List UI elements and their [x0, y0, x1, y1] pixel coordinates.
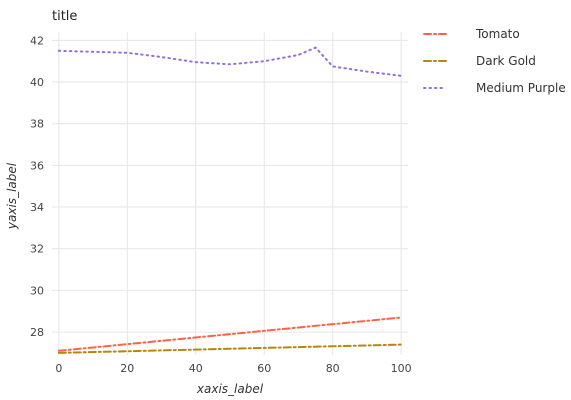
x-tick-label: 20 — [120, 362, 134, 375]
x-tick-label: 60 — [257, 362, 271, 375]
y-tick-label: 40 — [30, 76, 44, 89]
x-tick-labels: 0 20 40 60 80 100 — [55, 362, 411, 375]
y-tick-label: 30 — [30, 284, 44, 297]
y-axis-title: yaxis_label — [5, 162, 19, 230]
y-tick-label: 38 — [30, 118, 44, 131]
grid-lines — [52, 32, 408, 355]
x-tick-label: 100 — [391, 362, 412, 375]
legend: Tomato Dark Gold Medium Purple — [423, 27, 566, 95]
y-tick-labels: 28 30 32 34 36 38 40 42 — [30, 34, 44, 339]
y-tick-label: 36 — [30, 159, 44, 172]
series-line-dark-gold — [57, 343, 403, 354]
x-tick-label: 80 — [326, 362, 340, 375]
series-layer — [57, 46, 403, 354]
x-tick-label: 40 — [189, 362, 203, 375]
x-tick-label: 0 — [55, 362, 62, 375]
chart-title: title — [52, 9, 77, 24]
legend-label: Dark Gold — [476, 54, 536, 68]
series-line-tomato — [57, 316, 403, 352]
y-tick-label: 42 — [30, 34, 44, 47]
y-tick-label: 32 — [30, 243, 44, 256]
legend-label: Medium Purple — [476, 81, 566, 95]
x-axis-title: xaxis_label — [196, 382, 264, 396]
legend-label: Tomato — [475, 27, 520, 41]
series-line-medium-purple — [57, 46, 403, 77]
y-tick-label: 28 — [30, 326, 44, 339]
y-tick-label: 34 — [30, 201, 44, 214]
